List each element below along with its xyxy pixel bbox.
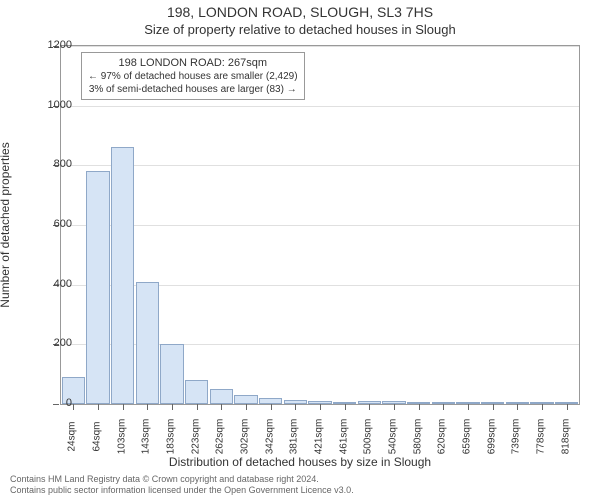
x-axis-label: Distribution of detached houses by size … (0, 455, 600, 469)
x-tick (197, 404, 198, 410)
x-tick-label: 699sqm (486, 419, 497, 455)
y-tick-label: 200 (54, 337, 72, 349)
x-tick-label: 659sqm (462, 419, 473, 455)
x-tick-label: 580sqm (412, 419, 423, 455)
x-tick-label: 461sqm (338, 419, 349, 455)
gridline (61, 165, 579, 166)
x-tick (123, 404, 124, 410)
x-tick-label: 381sqm (289, 419, 300, 455)
x-tick (345, 404, 346, 410)
chart-title: 198, LONDON ROAD, SLOUGH, SL3 7HS (0, 4, 600, 20)
bar (210, 389, 233, 404)
y-tick-label: 600 (54, 218, 72, 230)
annotation-box: 198 LONDON ROAD: 267sqm ← 97% of detache… (81, 52, 305, 100)
x-tick (73, 404, 74, 410)
x-tick-label: 302sqm (240, 419, 251, 455)
x-tick (517, 404, 518, 410)
annotation-line1: 198 LONDON ROAD: 267sqm (88, 56, 298, 70)
x-tick (320, 404, 321, 410)
x-tick (493, 404, 494, 410)
x-tick (246, 404, 247, 410)
x-tick (468, 404, 469, 410)
bar (234, 395, 257, 404)
x-tick (221, 404, 222, 410)
y-tick-label: 1200 (48, 39, 72, 51)
bar (136, 282, 159, 404)
x-tick (394, 404, 395, 410)
x-tick-label: 223sqm (190, 419, 201, 455)
y-tick-label: 0 (66, 397, 72, 409)
bar (111, 147, 134, 404)
x-tick-label: 64sqm (92, 421, 103, 451)
y-tick-label: 1000 (48, 99, 72, 111)
bar (86, 171, 109, 404)
footer-line1: Contains HM Land Registry data © Crown c… (10, 474, 354, 485)
x-tick-label: 262sqm (215, 419, 226, 455)
x-tick-label: 24sqm (67, 421, 78, 451)
x-tick-label: 421sqm (314, 419, 325, 455)
annotation-line3: 3% of semi-detached houses are larger (8… (88, 83, 298, 96)
gridline (61, 46, 579, 47)
x-tick-label: 103sqm (116, 419, 127, 455)
x-tick-label: 739sqm (511, 419, 522, 455)
x-tick (98, 404, 99, 410)
gridline (61, 106, 579, 107)
x-tick-label: 620sqm (437, 419, 448, 455)
x-tick-label: 342sqm (264, 419, 275, 455)
y-tick-label: 400 (54, 278, 72, 290)
footer: Contains HM Land Registry data © Crown c… (10, 474, 354, 496)
x-tick-label: 183sqm (166, 419, 177, 455)
x-tick (443, 404, 444, 410)
x-tick-label: 818sqm (560, 419, 571, 455)
gridline (61, 225, 579, 226)
y-axis-label: Number of detached properties (0, 142, 12, 307)
x-tick (542, 404, 543, 410)
x-tick-label: 778sqm (536, 419, 547, 455)
footer-line2: Contains public sector information licen… (10, 485, 354, 496)
y-tick-label: 800 (54, 158, 72, 170)
chart-subtitle: Size of property relative to detached ho… (0, 22, 600, 37)
bar (160, 344, 183, 404)
y-tick (53, 404, 59, 405)
x-tick (369, 404, 370, 410)
annotation-line2: ← 97% of detached houses are smaller (2,… (88, 70, 298, 83)
x-tick-label: 540sqm (388, 419, 399, 455)
x-tick (419, 404, 420, 410)
bar (185, 380, 208, 404)
x-tick (295, 404, 296, 410)
x-tick-label: 143sqm (141, 419, 152, 455)
plot-area: 198 LONDON ROAD: 267sqm ← 97% of detache… (60, 45, 580, 405)
x-tick (271, 404, 272, 410)
x-tick (567, 404, 568, 410)
x-tick-label: 500sqm (363, 419, 374, 455)
x-tick (172, 404, 173, 410)
x-tick (147, 404, 148, 410)
